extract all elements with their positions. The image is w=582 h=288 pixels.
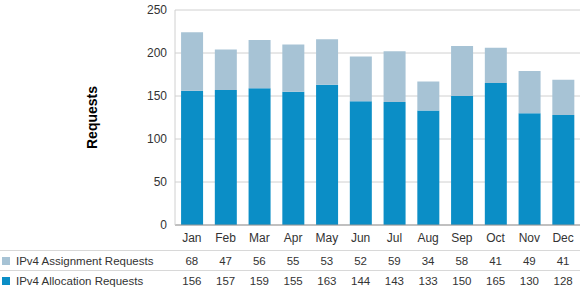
svg-text:Dec: Dec — [552, 231, 573, 245]
html-text:143: 143 — [384, 274, 404, 287]
html-text:34: 34 — [421, 254, 435, 267]
html-text:157: 157 — [216, 274, 236, 287]
html-text:159: 159 — [249, 274, 269, 287]
svg-text:250: 250 — [147, 3, 167, 17]
svg-text:Mar: Mar — [249, 231, 270, 245]
html-text:IPv4 Allocation Requests: IPv4 Allocation Requests — [16, 274, 144, 287]
svg-text:Jan: Jan — [182, 231, 201, 245]
svg-text:100: 100 — [147, 132, 167, 146]
html-text:52: 52 — [354, 254, 367, 267]
svg-text:50: 50 — [154, 175, 168, 189]
html-text:53: 53 — [320, 254, 334, 267]
html-text:130: 130 — [519, 274, 539, 287]
html-text:155: 155 — [283, 274, 303, 287]
svg-text:Apr: Apr — [284, 231, 303, 245]
html-text:49: 49 — [523, 254, 536, 267]
html-text:133: 133 — [418, 274, 438, 287]
html-text:156: 156 — [182, 274, 202, 287]
svg-text:Jul: Jul — [387, 231, 402, 245]
svg-text:Feb: Feb — [215, 231, 236, 245]
svg-text:Aug: Aug — [417, 231, 438, 245]
html-text:58: 58 — [455, 254, 469, 267]
svg-text:Jun: Jun — [351, 231, 370, 245]
html-text:163: 163 — [317, 274, 337, 287]
svg-text:Sep: Sep — [451, 231, 473, 245]
html-text:56: 56 — [253, 254, 266, 267]
svg-text:Requests: Requests — [84, 86, 100, 149]
svg-text:150: 150 — [147, 89, 167, 103]
html-text:IPv4 Assignment Requests: IPv4 Assignment Requests — [16, 254, 154, 267]
html-text:150: 150 — [452, 274, 472, 287]
html-text:144: 144 — [351, 274, 371, 287]
html-text:165: 165 — [486, 274, 506, 287]
html-text:128: 128 — [553, 274, 573, 287]
html-text:41: 41 — [556, 254, 570, 267]
html-text:59: 59 — [388, 254, 401, 267]
html-text:41: 41 — [489, 254, 502, 267]
html-text:55: 55 — [286, 254, 300, 267]
svg-text:May: May — [316, 231, 339, 245]
svg-text:200: 200 — [147, 46, 167, 60]
svg-text:Nov: Nov — [519, 231, 540, 245]
svg-text:Oct: Oct — [486, 231, 505, 245]
html-text:68: 68 — [185, 254, 199, 267]
html-text:47: 47 — [219, 254, 232, 267]
svg-text:0: 0 — [160, 218, 167, 232]
